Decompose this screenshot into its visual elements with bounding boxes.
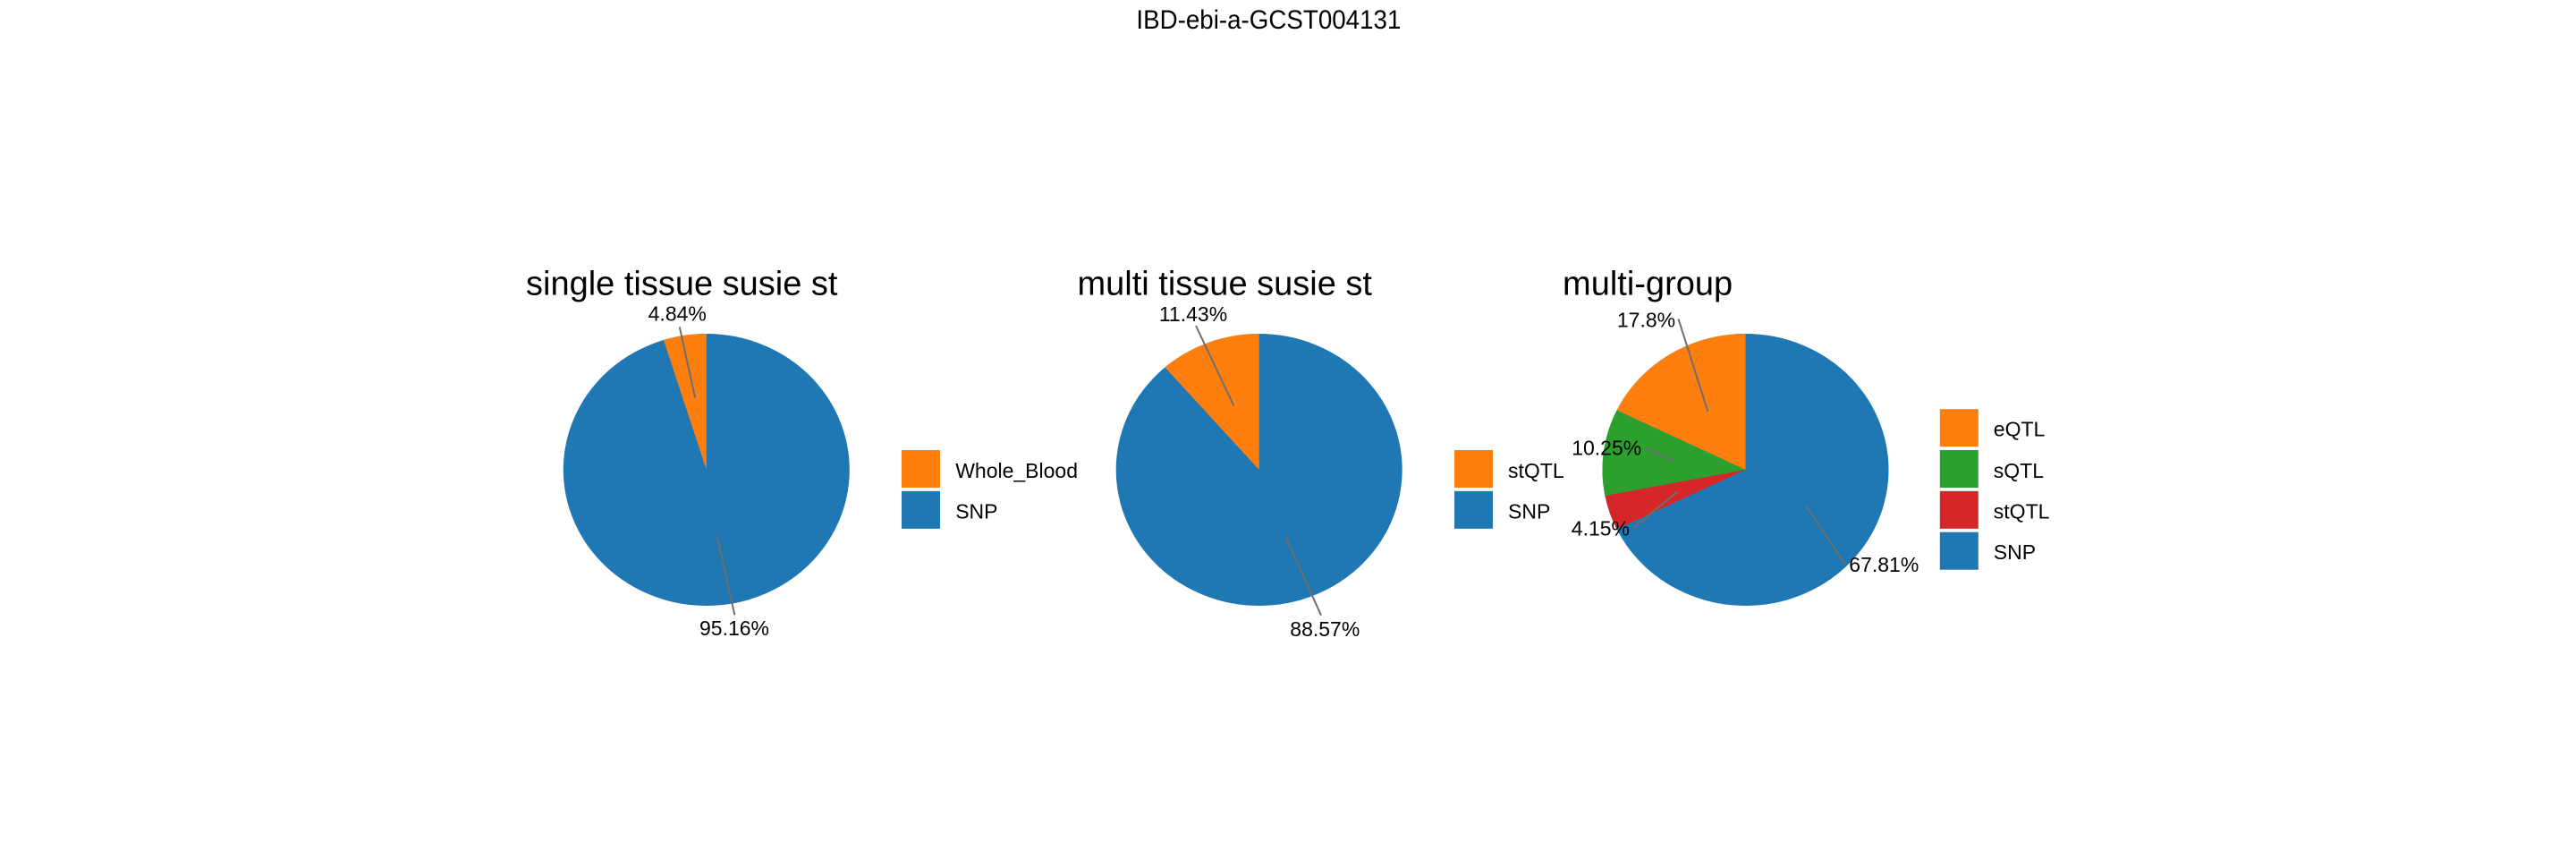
svg-text:multi-group: multi-group (1563, 265, 1733, 302)
svg-text:SNP: SNP (1994, 540, 2036, 564)
svg-text:Whole_Blood: Whole_Blood (955, 459, 1078, 482)
svg-text:eQTL: eQTL (1994, 418, 2046, 441)
svg-text:stQTL: stQTL (1994, 499, 2050, 523)
svg-text:17.8%: 17.8% (1617, 309, 1675, 332)
svg-text:4.15%: 4.15% (1572, 517, 1630, 540)
svg-text:67.81%: 67.81% (1849, 553, 1919, 576)
svg-text:11.43%: 11.43% (1159, 302, 1227, 326)
svg-text:4.84%: 4.84% (648, 302, 707, 326)
svg-text:SNP: SNP (1508, 499, 1550, 523)
svg-text:stQTL: stQTL (1508, 459, 1564, 482)
svg-text:multi tissue susie st: multi tissue susie st (1078, 265, 1373, 302)
svg-text:10.25%: 10.25% (1572, 436, 1641, 459)
svg-text:88.57%: 88.57% (1290, 617, 1360, 641)
svg-text:95.16%: 95.16% (699, 617, 769, 640)
svg-text:single tissue susie st: single tissue susie st (526, 265, 838, 302)
svg-text:IBD-ebi-a-GCST004131: IBD-ebi-a-GCST004131 (1136, 5, 1401, 35)
svg-text:sQTL: sQTL (1994, 459, 2044, 482)
svg-text:SNP: SNP (955, 499, 997, 523)
